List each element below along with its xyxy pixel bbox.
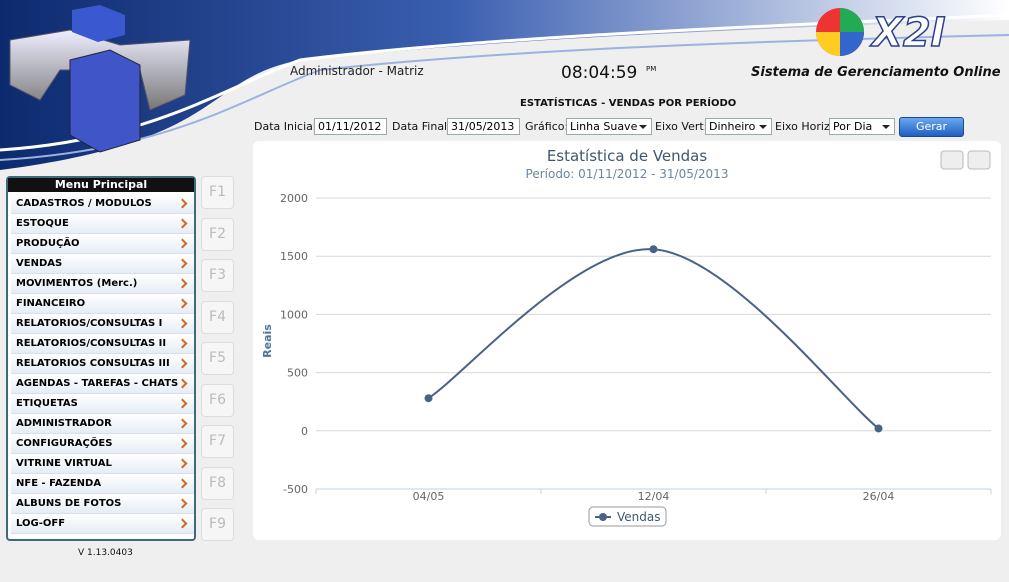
function-key[interactable]: F5 (201, 342, 234, 375)
chart: Estatística de Vendas Período: 01/11/201… (261, 147, 992, 527)
y-tick-label: 1500 (280, 250, 308, 263)
y-tick-label: 500 (287, 367, 308, 380)
system-name: Sistema de Gerenciamento Online (751, 65, 1001, 80)
vert-select[interactable]: Dinheiro (705, 118, 772, 135)
start-label: Data Inicial: (254, 120, 320, 133)
clock: 08:04:59 (561, 63, 637, 83)
legend-box (588, 506, 667, 527)
y-tick-label: 0 (301, 425, 308, 438)
print-button[interactable] (940, 150, 964, 170)
generate-button[interactable]: Gerar (899, 117, 964, 137)
menu-item[interactable]: ETIQUETAS (11, 394, 194, 414)
end-label: Data Final: (392, 120, 451, 133)
x-tick-label: 04/05 (413, 490, 445, 503)
user: Administrador - Matriz (290, 64, 424, 78)
chart-subtitle: Período: 01/11/2012 - 31/05/2013 (526, 167, 729, 181)
menu-item[interactable]: RELATORIOS/CONSULTAS II (11, 334, 194, 354)
function-key[interactable]: F3 (201, 259, 234, 292)
header-banner: X2I Administrador - Matriz 08:04:59 PM S… (0, 0, 1009, 170)
data-point (424, 394, 433, 403)
chart-type-label: Gráfico: (525, 120, 569, 133)
menu-item[interactable]: VITRINE VIRTUAL (11, 454, 194, 474)
legend-marker (599, 513, 607, 521)
menu-item[interactable]: LOG-OFF (11, 514, 194, 534)
menu-item[interactable]: RELATORIOS/CONSULTAS I (11, 314, 194, 334)
chart-title: Estatística de Vendas (547, 147, 708, 165)
data-point (649, 245, 658, 254)
function-key[interactable]: F7 (201, 425, 234, 458)
series-line (427, 248, 880, 430)
menu-item[interactable]: MOVIMENTOS (Merc.) (11, 274, 194, 294)
y-tick-label: -500 (283, 483, 308, 496)
x-tick-label: 26/04 (863, 490, 895, 503)
menu-item[interactable]: ALBUNS DE FOTOS (11, 494, 194, 514)
function-key[interactable]: F9 (201, 508, 234, 541)
chart-type-select[interactable]: Linha Suave (566, 118, 652, 135)
menu-item[interactable]: RELATORIOS CONSULTAS III (11, 354, 194, 374)
legend-label: Vendas (617, 510, 661, 524)
download-button[interactable] (967, 150, 991, 170)
function-key[interactable]: F2 (201, 218, 234, 251)
menu-item[interactable]: AGENDAS - TAREFAS - CHATS (11, 374, 194, 394)
y-axis-label: Reais (261, 324, 274, 358)
menu-title: Menu Principal (8, 178, 194, 192)
function-key[interactable]: F6 (201, 384, 234, 417)
chart-card: Estatística de Vendas Período: 01/11/201… (253, 141, 1001, 540)
data-point (874, 424, 883, 433)
y-tick-label: 1000 (280, 308, 308, 321)
menu-item[interactable]: CONFIGURAÇÕES (11, 434, 194, 454)
version: V 1.13.0403 (78, 548, 133, 558)
menu-item[interactable]: CADASTROS / MODULOS (11, 194, 194, 214)
start-input[interactable]: 01/11/2012 (314, 118, 387, 135)
clock-suffix: PM (646, 65, 656, 73)
function-key[interactable]: F1 (201, 176, 234, 209)
function-key[interactable]: F8 (201, 467, 234, 500)
vert-label: Eixo Vert: (655, 120, 708, 133)
y-tick-label: 2000 (280, 192, 308, 205)
x-tick-label: 12/04 (638, 490, 670, 503)
page-title: ESTATÍSTICAS - VENDAS POR PERÍODO (520, 96, 736, 109)
menu-item[interactable]: NFE - FAZENDA (11, 474, 194, 494)
main-menu: Menu Principal CADASTROS / MODULOS ESTOQU… (6, 176, 196, 541)
function-key[interactable]: F4 (201, 301, 234, 334)
menu-item[interactable]: PRODUÇÃO (11, 234, 194, 254)
end-input[interactable]: 31/05/2013 (447, 118, 520, 135)
logo: X2I (869, 10, 946, 56)
horiz-label: Eixo Horiz: (775, 120, 834, 133)
horiz-select[interactable]: Por Dia (829, 118, 895, 135)
menu-item[interactable]: FINANCEIRO (11, 294, 194, 314)
menu-item[interactable]: ESTOQUE (11, 214, 194, 234)
menu-item[interactable]: VENDAS (11, 254, 194, 274)
menu-item[interactable]: ADMINISTRADOR (11, 414, 194, 434)
